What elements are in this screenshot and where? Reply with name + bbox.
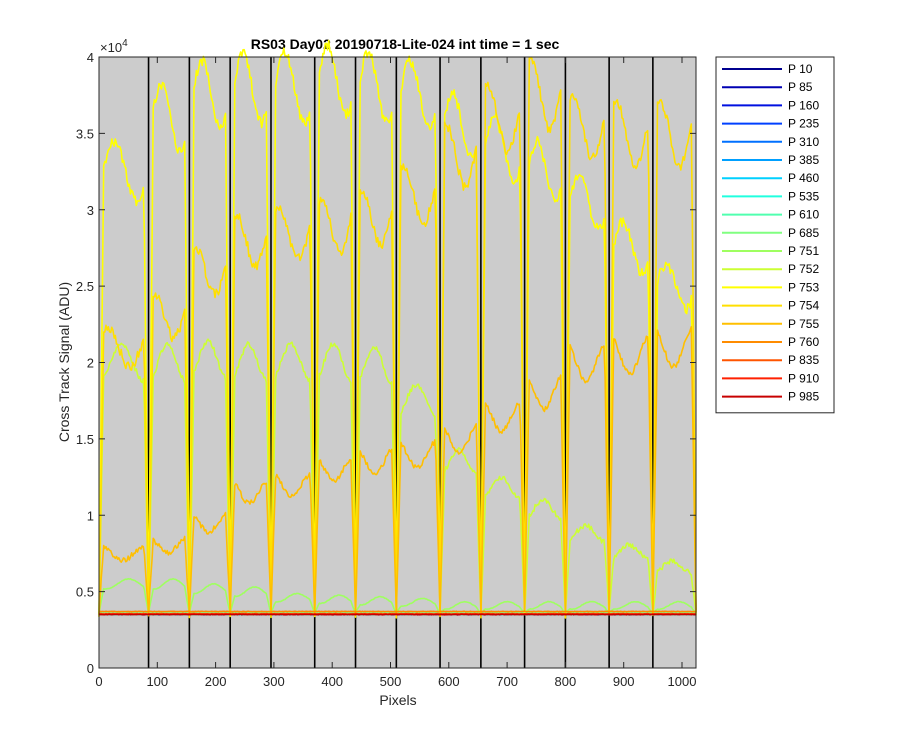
y-exponent-label: ×104: [100, 38, 128, 55]
plot-area: [98, 39, 697, 669]
x-tick-label: 800: [555, 674, 577, 689]
legend-entry: P 751: [788, 244, 819, 258]
y-tick-label: 2: [87, 356, 94, 371]
legend: P 10 P 85 P 160 P 235 P 310 P 385 P 460 P 535 P …: [715, 56, 835, 414]
y-tick-label: 4: [87, 50, 94, 65]
legend-entry: P 685: [788, 226, 819, 240]
x-tick-label: 1000: [668, 674, 697, 689]
legend-entry: P 754: [788, 299, 819, 313]
legend-entry: P 760: [788, 335, 819, 349]
legend-entry: P 752: [788, 262, 819, 276]
series-line-p-985: [99, 613, 697, 616]
legend-entry: P 985: [788, 390, 819, 404]
series-line-p-754: [98, 56, 697, 619]
legend-entry: P 310: [788, 135, 819, 149]
y-tick-label: 0.5: [76, 585, 94, 600]
legend-entry: P 610: [788, 208, 819, 222]
x-tick-label: 400: [321, 674, 343, 689]
y-tick-label: 0: [87, 661, 94, 676]
x-tick-label: 500: [380, 674, 402, 689]
x-tick-label: 300: [263, 674, 285, 689]
x-tick-label: 100: [146, 674, 168, 689]
legend-entry: P 160: [788, 98, 819, 112]
legend-entry: P 385: [788, 153, 819, 167]
legend-entry: P 460: [788, 171, 819, 185]
y-tick-label: 3.5: [76, 126, 94, 141]
x-tick-label: 0: [95, 674, 102, 689]
x-tick-label: 700: [496, 674, 518, 689]
legend-entry: P 753: [788, 280, 819, 294]
y-tick-label: 2.5: [76, 279, 94, 294]
x-tick-label: 600: [438, 674, 460, 689]
y-tick-label: 1.5: [76, 432, 94, 447]
y-tick-label: 3: [87, 203, 94, 218]
x-axis: 0 100 200 300 400 500 600 700 800 900 1000: [95, 57, 696, 689]
y-axis-label: Cross Track Signal (ADU): [56, 282, 72, 442]
x-axis-label: Pixels: [379, 692, 416, 708]
legend-entry: P 910: [788, 371, 819, 385]
x-tick-label: 200: [205, 674, 227, 689]
legend-entry: P 755: [788, 317, 819, 331]
chart-title: RS03 Day02 20190718-Lite-024 int time = …: [251, 36, 560, 52]
legend-entry: P 835: [788, 353, 819, 367]
legend-entry: P 535: [788, 189, 819, 203]
legend-entry: P 85: [788, 80, 813, 94]
legend-box: [715, 56, 835, 414]
legend-entry: P 10: [788, 62, 813, 76]
legend-entry: P 235: [788, 117, 819, 131]
x-tick-label: 900: [613, 674, 635, 689]
y-axis: 0 0.5 1 1.5 2 2.5 3 3.5 4: [76, 50, 696, 676]
y-tick-label: 1: [87, 508, 94, 523]
series-lines: [98, 39, 697, 619]
